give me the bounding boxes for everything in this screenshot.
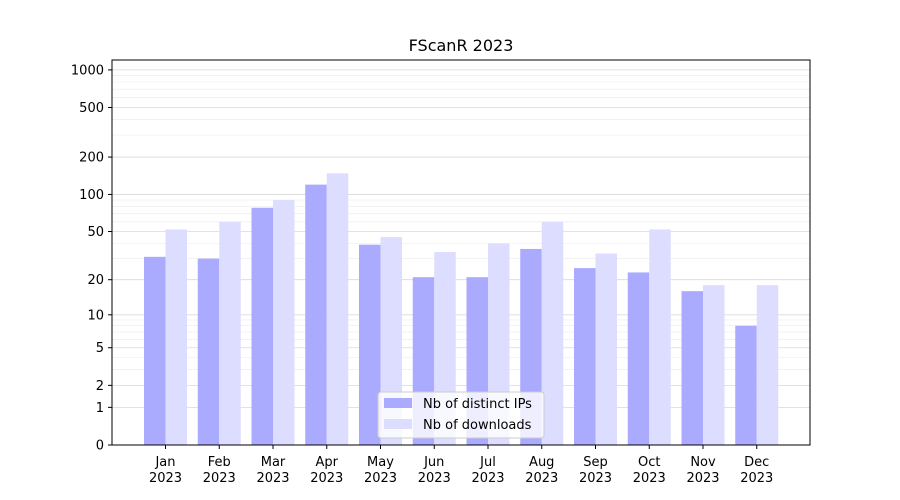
- bar-downloads: [219, 221, 241, 445]
- x-axis: Jan 2023 Feb 2023 Mar 2023 Apr 2023 May 2023 Jun 20…: [149, 445, 773, 486]
- legend-box: [377, 391, 545, 439]
- legend-label: Nb of distinct IPs: [423, 397, 532, 412]
- legend: Nb of distinct IPs Nb of downloads: [377, 391, 545, 439]
- y-tick-label: 1000: [71, 63, 104, 78]
- x-tick-label: Jun 2023: [418, 455, 451, 486]
- bar-downloads: [165, 229, 187, 445]
- bar-downloads: [756, 285, 779, 445]
- x-tick-label: Feb 2023: [203, 455, 236, 486]
- bar-downloads: [326, 173, 349, 445]
- y-axis: 0 1 2 5 10 20 50 100 200 500 1000: [71, 63, 112, 454]
- x-tick-label: Aug 2023: [525, 455, 558, 486]
- bar-downloads: [649, 229, 671, 445]
- bar-downloads: [273, 200, 295, 445]
- bar-downloads: [541, 221, 564, 445]
- plot-frame: [111, 59, 811, 446]
- x-tick-label: Oct 2023: [633, 455, 666, 486]
- x-tick-label: Jul 2023: [471, 455, 504, 486]
- x-tick-label: Nov 2023: [686, 455, 719, 486]
- legend-label: Nb of downloads: [423, 418, 532, 433]
- x-tick-label: Jan 2023: [149, 455, 182, 486]
- x-tick-label: May 2023: [364, 455, 397, 486]
- y-tick-label: 100: [79, 188, 104, 203]
- bar-distinct-ips: [251, 207, 273, 445]
- bar-distinct-ips: [574, 268, 596, 445]
- x-tick-label: Dec 2023: [740, 455, 773, 486]
- y-tick-label: 0: [96, 439, 104, 454]
- y-tick-label: 1: [96, 401, 104, 416]
- legend-swatch: [384, 419, 412, 429]
- bar-distinct-ips: [144, 256, 166, 445]
- y-tick-label: 200: [79, 151, 104, 166]
- bar-distinct-ips: [305, 184, 327, 445]
- y-tick-label: 10: [87, 308, 104, 323]
- legend-swatch: [384, 398, 412, 408]
- bar-distinct-ips: [681, 291, 703, 445]
- bar-distinct-ips: [359, 244, 381, 445]
- x-tick-label: Sep 2023: [579, 455, 612, 486]
- x-tick-label: Mar 2023: [256, 455, 289, 486]
- bar-distinct-ips: [735, 325, 757, 445]
- bar-downloads: [595, 253, 617, 445]
- y-tick-label: 50: [87, 225, 104, 240]
- y-tick-label: 20: [87, 273, 104, 288]
- bar-distinct-ips: [197, 258, 220, 445]
- chart-title: FScanR 2023: [409, 36, 514, 55]
- x-tick-label: Apr 2023: [310, 455, 343, 486]
- bar-downloads: [703, 285, 725, 445]
- bar-distinct-ips: [627, 272, 650, 445]
- y-tick-label: 2: [96, 379, 104, 394]
- y-tick-label: 500: [79, 101, 104, 116]
- y-tick-label: 5: [96, 341, 104, 356]
